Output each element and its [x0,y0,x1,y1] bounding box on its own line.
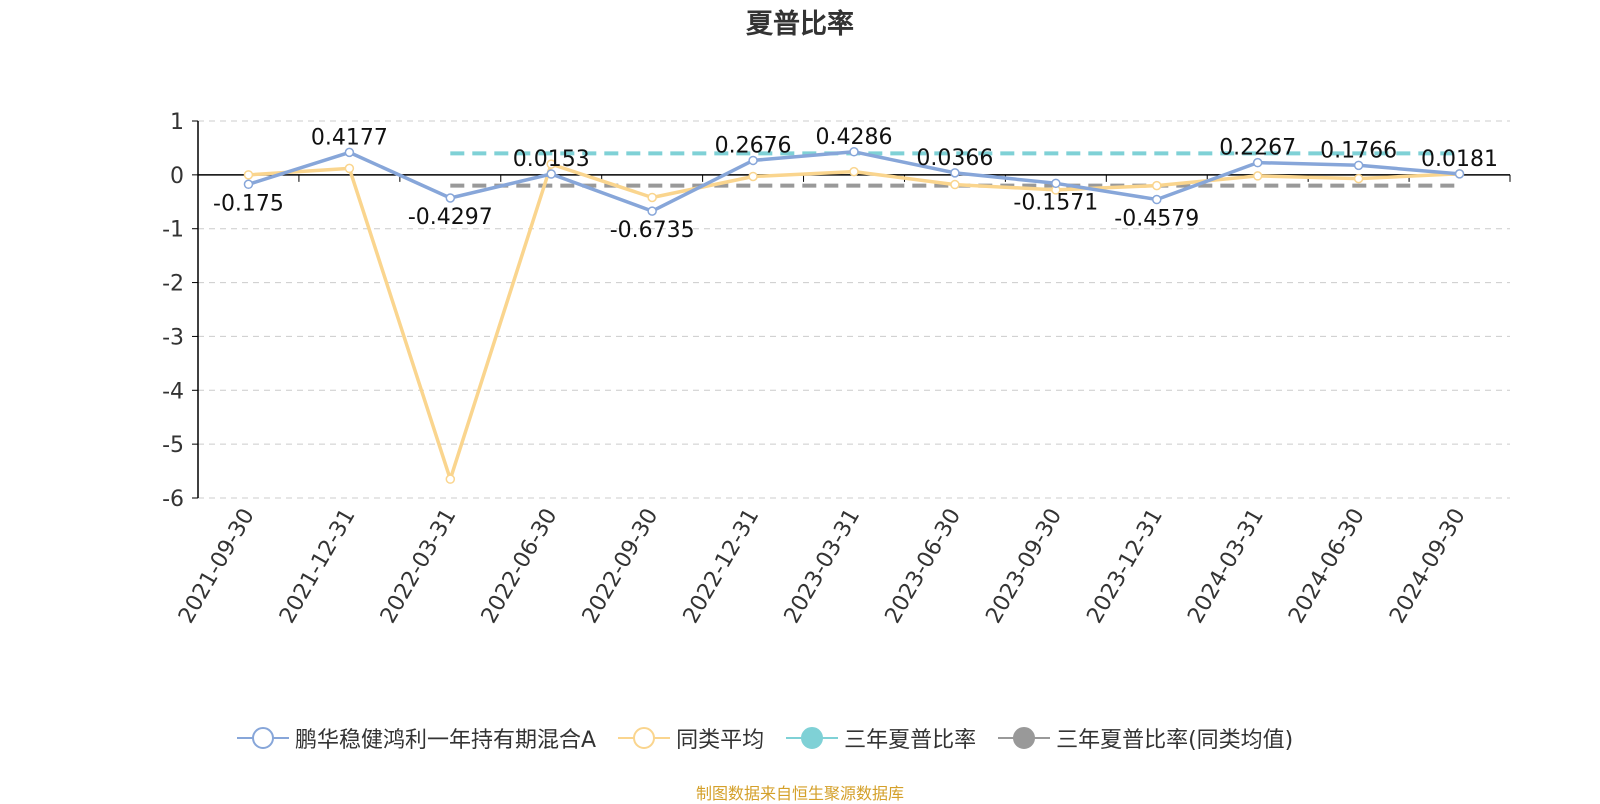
y-tick-label: -2 [162,272,184,297]
x-tick-label: 2024-06-30 [1284,505,1370,628]
peer-average-point [243,170,254,180]
fund-point [950,168,960,178]
legend-item-three-year-sharpe[interactable]: 三年夏普比率 [786,722,976,754]
data-label: -0.6735 [610,218,695,243]
fund-point [1051,178,1061,189]
data-label: 0.0153 [513,147,590,172]
peer-average-point [1353,173,1364,184]
legend-item-fund[interactable]: 鹏华稳健鸿利一年持有期混合A [237,722,596,754]
source-note: 制图数据来自恒生聚源数据库 [695,784,904,803]
data-label: 0.0181 [1421,147,1498,172]
data-label-layer: -0.175 0.4177 -0.4297 0.0153 -0.6735 0.2676 0.… [213,125,1498,243]
chart-legend: 鹏华稳健鸿利一年持有期混合A 同类平均 三年夏普比率 三年夏普比率(同类均值) [237,722,1315,754]
x-tick-label: 2021-09-30 [174,505,260,628]
fund-point [1252,157,1263,168]
data-label: 0.2676 [715,133,792,158]
data-label: 0.4177 [311,125,388,150]
fund-point [1454,169,1465,179]
peer-average-point [748,171,758,182]
legend-marker-icon [237,727,289,749]
data-label: 0.4286 [816,125,893,150]
peer-average-point [445,474,456,484]
legend-marker-icon [786,727,839,749]
legend-item-peer-average[interactable]: 同类平均 [618,722,764,754]
x-tick-label: 2023-06-30 [881,505,967,628]
fund-point [546,169,556,179]
fund-point [1353,160,1364,171]
peer-average-point [950,179,960,190]
legend-label: 三年夏普比率(同类均值) [1056,728,1294,753]
peer-average-point [647,192,657,203]
data-label: -0.4579 [1114,207,1199,232]
fund-point [1152,194,1162,205]
legend-label: 鹏华稳健鸿利一年持有期混合A [295,728,597,753]
legend-label: 同类平均 [676,728,765,753]
y-tick-label: -1 [162,218,184,243]
fund-line [247,150,1460,213]
y-tick-label: -3 [162,325,184,350]
x-tick-label: 2022-09-30 [578,505,664,628]
data-label: -0.1571 [1013,190,1098,215]
data-label: -0.175 [213,191,284,216]
reference-lines-layer [450,151,1460,188]
fund-point [748,155,758,166]
x-tick-label: 2022-06-30 [477,505,563,628]
series-layer [243,147,1465,484]
peer-average-point [546,159,556,169]
fund-point [344,147,355,158]
x-tick-label: 2023-09-30 [981,505,1067,628]
fund-point [445,193,456,203]
y-tick-label: 1 [170,110,184,135]
chart-title: 夏普比率 [746,9,854,40]
fund-point [243,179,254,190]
legend-marker-icon [998,727,1051,749]
x-tick-label: 2022-12-31 [679,505,765,628]
legend-marker-icon [618,727,671,749]
y-tick-label: -5 [162,433,184,458]
y-tick-label: -4 [162,379,184,404]
x-tick-label: 2023-12-31 [1082,505,1168,628]
peer-average-point [1152,180,1162,191]
x-tick-label: 2024-03-31 [1183,505,1269,628]
fund-point [647,206,657,216]
fund-point [849,147,859,157]
data-label: -0.4297 [408,205,493,230]
legend-label: 三年夏普比率 [844,728,977,753]
data-label: 0.1766 [1320,138,1397,163]
x-tick-label: 2023-03-31 [780,505,866,628]
peer-average-point [1252,171,1263,181]
y-tick-label: -6 [162,487,184,512]
data-label: 0.2267 [1219,136,1296,161]
y-tick-label: 0 [170,164,184,189]
data-label: 0.0366 [916,146,993,171]
x-tick-label: 2021-12-31 [275,505,361,628]
peer-average-point [344,163,355,174]
legend-item-three-year-sharpe-peer[interactable]: 三年夏普比率(同类均值) [998,722,1293,754]
peer-average-point [849,166,859,177]
x-tick-label: 2024-09-30 [1385,505,1471,628]
grid-layer [198,120,1510,499]
x-tick-label: 2022-03-31 [376,505,462,628]
